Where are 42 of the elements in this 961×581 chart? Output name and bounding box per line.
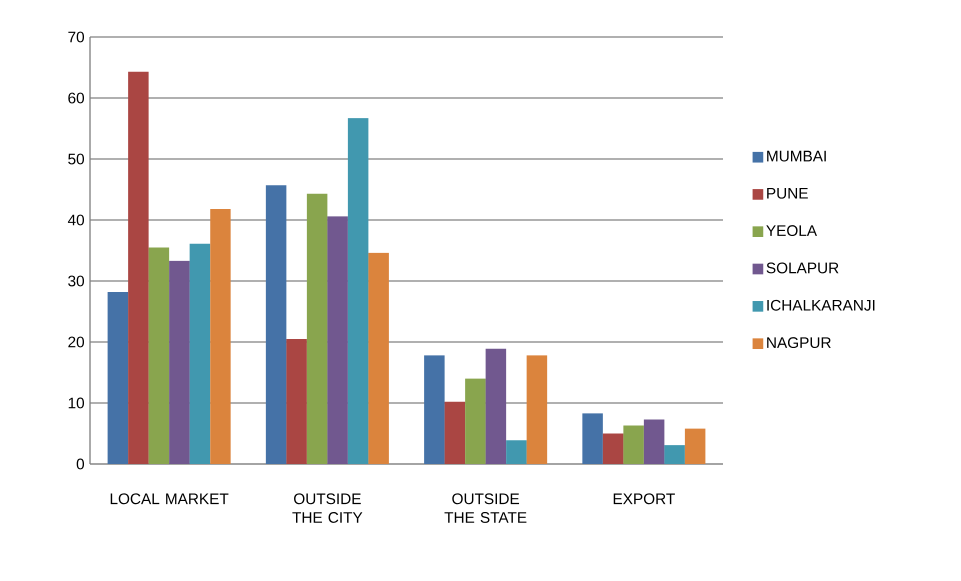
bar [684, 428, 706, 464]
y-tick-label: 30 [68, 276, 84, 286]
bar [526, 355, 548, 464]
bar [348, 118, 368, 464]
bar [169, 260, 190, 464]
legend-label: NAGPUR [767, 337, 831, 348]
bar [465, 378, 486, 464]
legend-label: ICHALKARANJI [767, 300, 874, 311]
bar [602, 433, 624, 464]
x-tick-label: EXPORT [614, 493, 675, 504]
legend-label: YEOLA [766, 225, 818, 236]
bar [190, 244, 210, 464]
bar [644, 419, 664, 464]
bar [108, 292, 128, 464]
bar [664, 445, 685, 464]
legend-label: MUMBAI [767, 150, 826, 162]
bar [148, 247, 170, 464]
bar [582, 413, 603, 464]
bar [506, 440, 527, 464]
bar [623, 426, 644, 464]
y-tick-label: 40 [68, 214, 84, 226]
y-tick-label: 50 [68, 154, 84, 164]
y-tick-label: 0 [76, 458, 84, 470]
y-tick-label: 20 [68, 336, 84, 348]
bar [486, 348, 506, 464]
bar [444, 402, 466, 464]
y-tick-label: 70 [68, 32, 84, 42]
bar [306, 194, 328, 464]
x-tick-label: OUTSIDE THE STATE [444, 493, 526, 523]
bar [210, 209, 231, 464]
x-tick-label: OUTSIDE THE CITY [292, 493, 362, 523]
y-tick-label: 60 [68, 92, 84, 104]
bar [128, 72, 149, 464]
bar [327, 216, 348, 464]
bar [266, 185, 286, 464]
x-tick-label: LOCAL MARKET [110, 493, 228, 504]
y-tick-label: 10 [68, 398, 84, 408]
bar [286, 338, 307, 464]
legend-label: PUNE [767, 188, 808, 199]
bar [424, 355, 445, 464]
bar [368, 252, 389, 464]
legend-label: SOLAPUR [766, 262, 838, 274]
